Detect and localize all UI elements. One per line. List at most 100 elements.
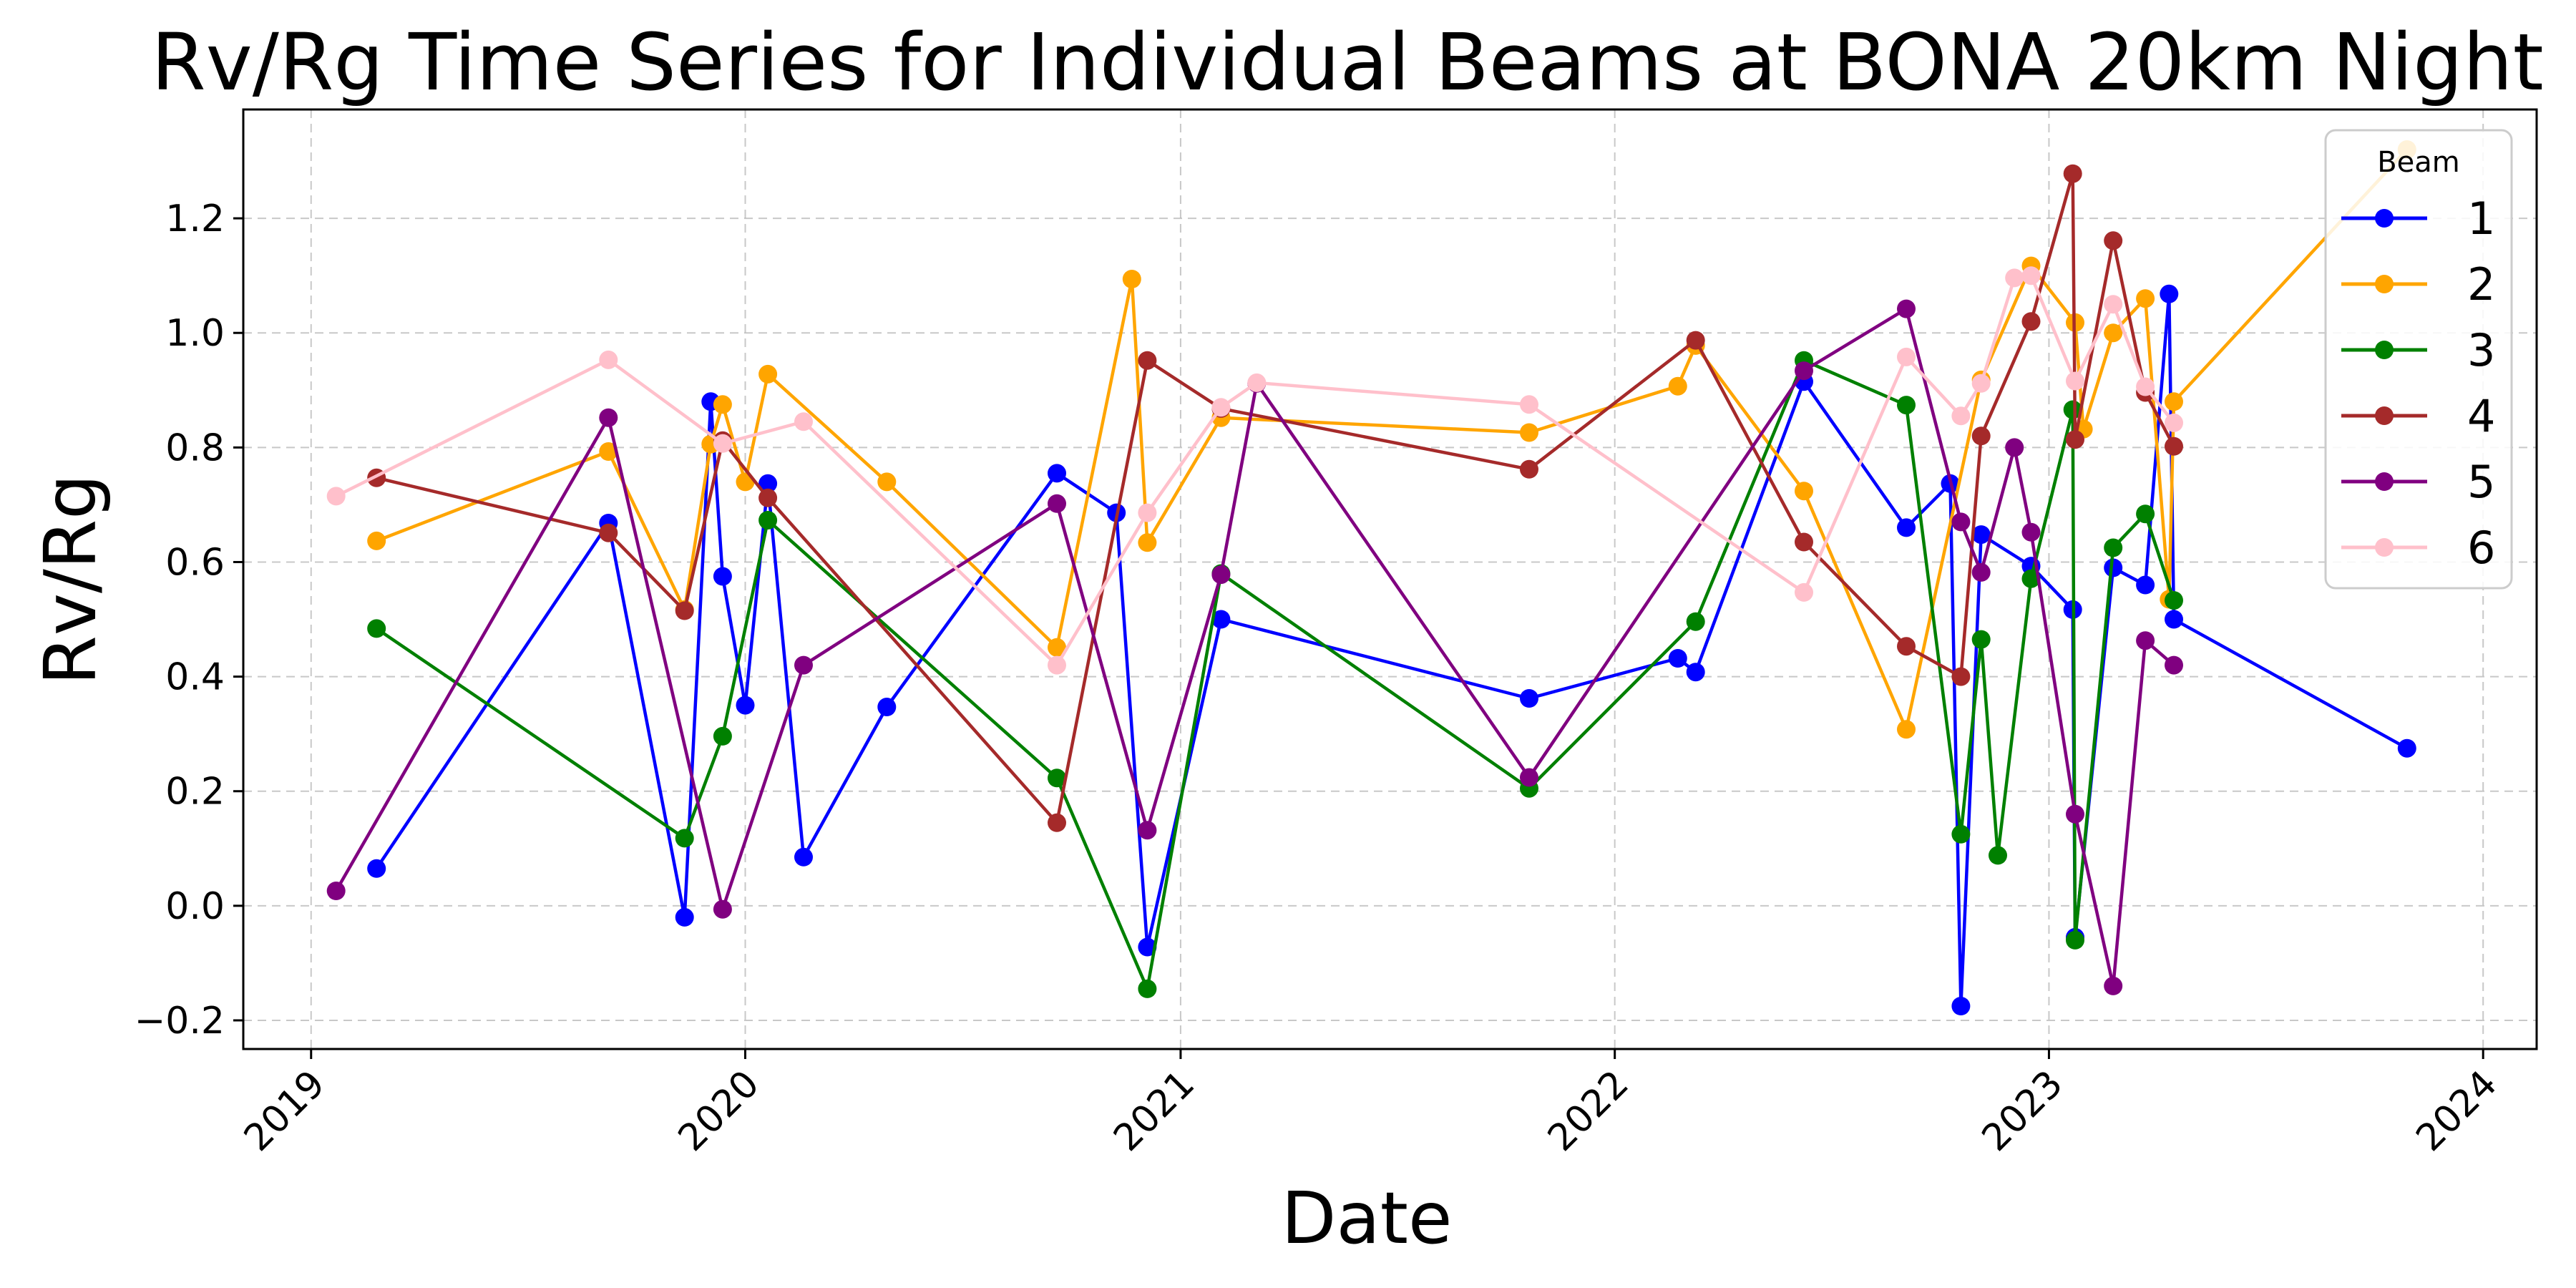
data-point xyxy=(1138,821,1157,840)
legend-swatch-marker xyxy=(2375,275,2394,293)
legend-label: 2 xyxy=(2467,258,2495,311)
data-point xyxy=(1048,464,1066,483)
data-point xyxy=(2063,164,2082,183)
data-point xyxy=(1951,824,1971,844)
data-point xyxy=(713,726,732,746)
data-point xyxy=(599,442,618,461)
data-point xyxy=(2136,289,2155,308)
data-point xyxy=(599,408,618,427)
data-point xyxy=(599,350,618,369)
y-tick-label: 1.2 xyxy=(165,197,225,240)
legend-label: 4 xyxy=(2467,390,2495,442)
data-point xyxy=(1048,813,1066,832)
legend-label: 6 xyxy=(2467,522,2495,574)
y-tick-label: 0.6 xyxy=(165,541,225,584)
y-axis-label: Rv/Rg xyxy=(29,474,112,685)
data-point xyxy=(1897,299,1916,318)
data-point xyxy=(2165,655,2183,675)
data-point xyxy=(2165,610,2183,629)
series-line xyxy=(376,172,2175,825)
data-point xyxy=(1138,533,1157,552)
grid xyxy=(243,109,2537,1049)
data-point xyxy=(2104,295,2123,314)
data-point xyxy=(1795,361,1813,381)
data-point xyxy=(794,412,813,431)
series-3 xyxy=(367,351,2183,998)
data-point xyxy=(1686,331,1705,350)
data-point xyxy=(1520,423,1538,442)
legend-item-1: 1 xyxy=(2341,192,2495,245)
data-point xyxy=(1520,395,1538,414)
y-tick-label: 0.8 xyxy=(165,426,225,469)
data-point xyxy=(877,472,897,492)
data-point xyxy=(2165,436,2183,456)
data-point xyxy=(794,655,813,675)
data-point xyxy=(1795,482,1813,501)
data-point xyxy=(367,859,386,878)
data-point xyxy=(758,511,778,530)
data-point xyxy=(675,829,694,848)
data-point xyxy=(1520,768,1538,787)
data-point xyxy=(1138,979,1157,998)
data-point xyxy=(2021,522,2041,542)
y-tick-label: −0.2 xyxy=(135,1000,225,1043)
legend-swatch-marker xyxy=(2375,406,2394,425)
legend-swatch-marker xyxy=(2375,472,2394,491)
data-point xyxy=(713,899,732,919)
legend-label: 3 xyxy=(2467,324,2495,376)
data-point xyxy=(1951,512,1971,532)
data-point xyxy=(2104,231,2123,250)
legend-item-3: 3 xyxy=(2341,324,2495,376)
data-point xyxy=(1897,347,1916,366)
data-point xyxy=(2165,413,2183,432)
data-point xyxy=(2021,266,2041,286)
data-point xyxy=(675,907,694,927)
series-layer xyxy=(326,140,2416,1015)
data-point xyxy=(326,487,346,506)
data-point xyxy=(2063,400,2082,419)
data-point xyxy=(1211,565,1231,585)
data-point xyxy=(2005,268,2024,288)
data-point xyxy=(1520,459,1538,479)
data-point xyxy=(1048,655,1066,675)
data-point xyxy=(1048,769,1066,788)
data-point xyxy=(2104,323,2123,343)
legend-swatch-marker xyxy=(2375,341,2394,359)
legend: Beam 1 2 3 4 5 6 xyxy=(2324,129,2513,590)
data-point xyxy=(1211,610,1231,629)
data-point xyxy=(1122,270,1141,288)
series-5 xyxy=(326,299,2183,995)
data-point xyxy=(2104,976,2123,995)
legend-swatch-marker xyxy=(2375,209,2394,228)
data-point xyxy=(2165,392,2183,411)
y-tick-label: 0.4 xyxy=(165,656,225,699)
data-point xyxy=(1971,525,1991,545)
y-tick-label: 0.2 xyxy=(165,771,225,814)
y-axis: −0.2 0.0 0.2 0.4 0.6 0.8 1.0 1.2 xyxy=(135,197,243,1043)
data-point xyxy=(2136,377,2155,396)
data-point xyxy=(367,531,386,550)
data-point xyxy=(1989,846,2007,865)
data-point xyxy=(1971,562,1991,582)
data-point xyxy=(736,696,755,715)
series-6 xyxy=(326,266,2183,675)
data-point xyxy=(1048,638,1066,657)
data-point xyxy=(758,474,778,493)
legend-item-2: 2 xyxy=(2341,258,2495,311)
data-point xyxy=(2136,631,2155,650)
data-point xyxy=(713,567,732,586)
data-point xyxy=(1897,720,1916,739)
data-point xyxy=(326,882,346,900)
data-point xyxy=(1048,494,1066,513)
series-line xyxy=(375,358,2176,991)
data-point xyxy=(599,523,618,542)
data-point xyxy=(2165,591,2183,610)
data-point xyxy=(758,488,778,507)
data-point xyxy=(2397,738,2416,758)
data-point xyxy=(2021,312,2041,331)
data-point xyxy=(1138,937,1157,957)
data-point xyxy=(1971,374,1991,393)
data-point xyxy=(1897,518,1916,537)
legend-swatch-marker xyxy=(2375,538,2394,557)
